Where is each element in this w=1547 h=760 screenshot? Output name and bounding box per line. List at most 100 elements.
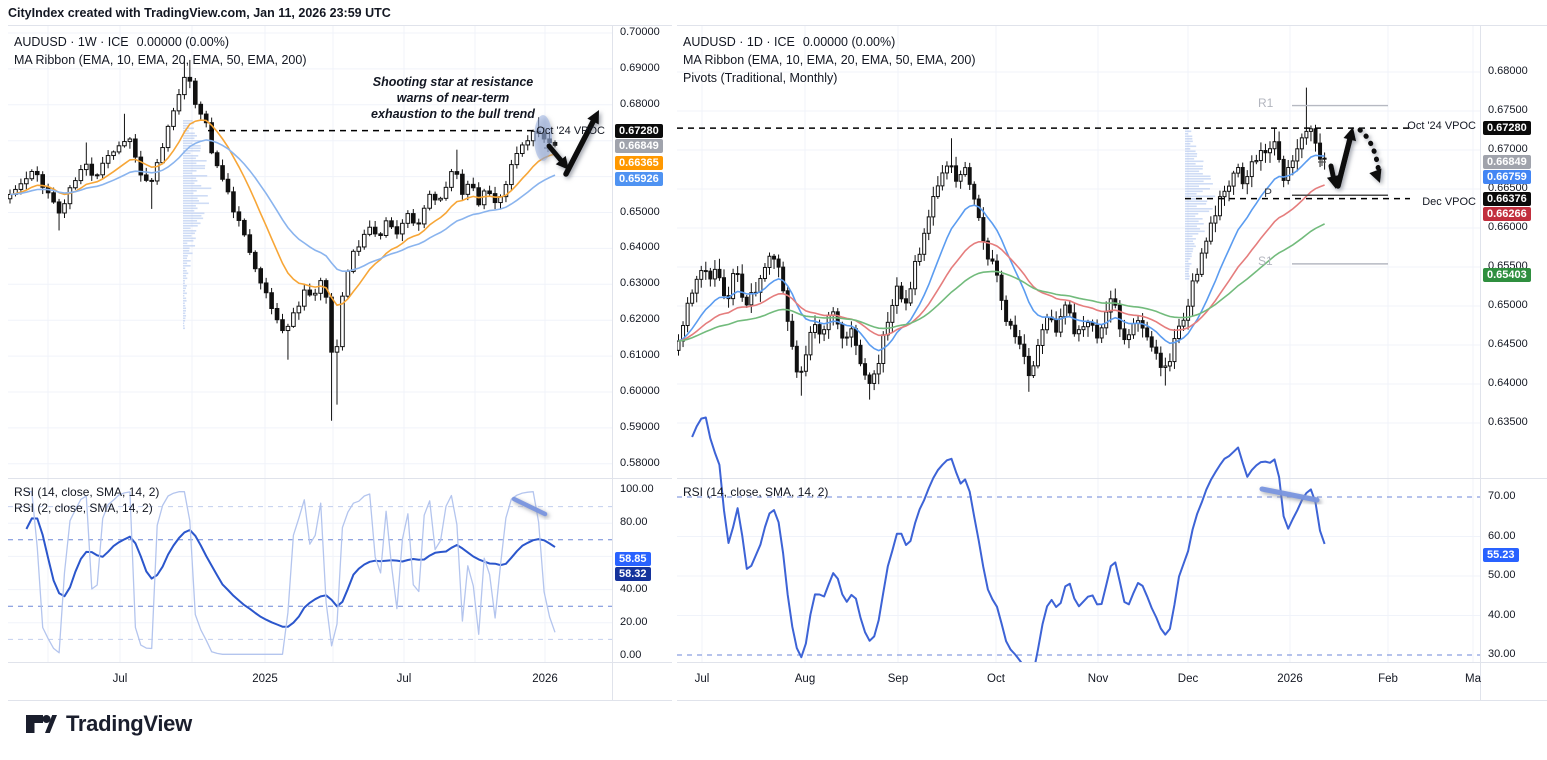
time-axis-label: Feb bbox=[1378, 673, 1398, 685]
weekly-chart-panel[interactable]: AUDUSD · 1W · ICE 0.00000 (0.00%) MA Ribb… bbox=[8, 25, 672, 701]
price-tick-label: 0.64500 bbox=[1488, 338, 1528, 350]
time-axis-label: Aug bbox=[794, 673, 816, 685]
ema-ribbon-lines bbox=[9, 119, 556, 307]
tradingview-logo-text: TradingView bbox=[66, 711, 192, 736]
quote-values: 0.00000 (0.00%) bbox=[802, 35, 896, 49]
weekly-rsi-legend[interactable]: RSI (14, close, SMA, 14, 2) RSI (2, clos… bbox=[14, 485, 160, 515]
rsi-trendline[interactable] bbox=[1259, 486, 1320, 503]
rsi-tick-label: 70.00 bbox=[1488, 490, 1516, 502]
pivot-r1-label: R1 bbox=[1258, 96, 1274, 110]
rsi-trendline[interactable] bbox=[511, 496, 548, 517]
price-label-chip: 0.66849 bbox=[1483, 154, 1531, 169]
time-axis-label: Ma bbox=[1465, 673, 1481, 685]
rsi-band-lines bbox=[677, 496, 1480, 656]
volume-profile bbox=[1185, 128, 1216, 280]
rsi-tick-label: 60.00 bbox=[1488, 529, 1516, 542]
symbol-label: AUDUSD · 1D · ICE bbox=[683, 35, 795, 49]
time-axis-label: Jul bbox=[396, 673, 412, 685]
oct24-vpoc-label[interactable]: Oct '24 VPOC bbox=[536, 125, 605, 137]
time-axis-label: Oct bbox=[987, 673, 1005, 685]
annotation-arrows[interactable] bbox=[1326, 127, 1382, 189]
time-axis-label: Jul bbox=[112, 673, 128, 685]
price-tick-label: 0.70000 bbox=[620, 26, 660, 38]
daily-chart-panel[interactable]: AUDUSD · 1D · ICE 0.00000 (0.00%) MA Ribb… bbox=[677, 25, 1547, 701]
price-tick-label: 0.62000 bbox=[620, 313, 660, 326]
daily-pivots-row[interactable]: Pivots (Traditional, Monthly) bbox=[683, 71, 838, 85]
last-price-cross bbox=[1318, 158, 1326, 166]
price-tick-label: 0.66000 bbox=[1488, 221, 1528, 233]
time-axis-label: 2025 bbox=[252, 673, 278, 685]
volume-profile bbox=[183, 120, 212, 330]
daily-symbol-row[interactable]: AUDUSD · 1D · ICE 0.00000 (0.00%) bbox=[683, 33, 975, 51]
rsi-lines bbox=[691, 416, 1326, 662]
price-tick-label: 0.67000 bbox=[1488, 143, 1528, 155]
price-tick-label: 0.69000 bbox=[620, 61, 660, 74]
price-label-chip: 0.66266 bbox=[1483, 206, 1531, 221]
rsi-tick-label: 0.00 bbox=[620, 649, 642, 661]
time-axis-label: 2026 bbox=[532, 673, 558, 685]
rsi-tick-label: 80.00 bbox=[620, 516, 648, 529]
daily-ma-ribbon-row[interactable]: MA Ribbon (EMA, 10, EMA, 20, EMA, 50, EM… bbox=[683, 53, 976, 67]
rsi-value-chip: 58.85 bbox=[615, 551, 651, 566]
daily-chart-canvas[interactable] bbox=[677, 25, 1547, 701]
price-label-chip: 0.67280 bbox=[1483, 121, 1531, 136]
price-tick-label: 0.63500 bbox=[1488, 416, 1528, 428]
shooting-star-annotation: Shooting star at resistance warns of nea… bbox=[371, 75, 535, 121]
pivot-lines bbox=[1292, 104, 1388, 265]
tradingview-logo-icon bbox=[26, 715, 57, 733]
candlesticks bbox=[8, 56, 558, 421]
candlesticks bbox=[677, 87, 1327, 400]
price-label-chip: 0.66849 bbox=[615, 139, 663, 154]
price-tick-label: 0.67500 bbox=[1488, 104, 1528, 116]
gridlines bbox=[677, 26, 1480, 662]
symbol-label: AUDUSD · 1W · ICE bbox=[14, 35, 129, 49]
page-title: CityIndex created with TradingView.com, … bbox=[8, 6, 391, 20]
time-axis-label: Nov bbox=[1087, 673, 1109, 685]
rsi-value-chip: 55.23 bbox=[1483, 548, 1519, 563]
price-label-chip: 0.66759 bbox=[1483, 169, 1531, 184]
rsi-tick-label: 40.00 bbox=[1488, 608, 1516, 621]
weekly-chart-canvas[interactable] bbox=[8, 25, 672, 701]
oct24-vpoc-label[interactable]: Oct '24 VPOC bbox=[1407, 120, 1476, 132]
rsi-tick-label: 30.00 bbox=[1488, 648, 1516, 660]
weekly-symbol-row[interactable]: AUDUSD · 1W · ICE 0.00000 (0.00%) bbox=[14, 33, 306, 51]
daily-legend[interactable]: AUDUSD · 1D · ICE 0.00000 (0.00%) MA Ribb… bbox=[683, 33, 975, 87]
daily-rsi-legend[interactable]: RSI (14, close, SMA, 14, 2) bbox=[683, 485, 829, 499]
rsi-tick-label: 20.00 bbox=[620, 615, 648, 628]
price-tick-label: 0.64000 bbox=[1488, 377, 1528, 389]
price-tick-label: 0.64000 bbox=[620, 241, 660, 254]
price-tick-label: 0.68000 bbox=[620, 97, 660, 110]
price-tick-label: 0.59000 bbox=[620, 420, 660, 433]
pivot-s1-label: S1 bbox=[1258, 254, 1273, 268]
gridlines bbox=[8, 26, 612, 662]
time-axis-label: Sep bbox=[887, 673, 909, 685]
time-axis-label: Jul bbox=[694, 673, 710, 685]
time-axis-label: Dec bbox=[1177, 673, 1199, 685]
panel-borders bbox=[8, 25, 672, 701]
price-tick-label: 0.60000 bbox=[620, 385, 660, 397]
annotation-arrows[interactable] bbox=[534, 110, 599, 177]
panel-borders bbox=[677, 25, 1547, 701]
price-label-chip: 0.67280 bbox=[615, 123, 663, 138]
rsi-tick-label: 100.00 bbox=[620, 483, 654, 495]
rsi-lines bbox=[25, 491, 556, 655]
price-label-chip: 0.66376 bbox=[1483, 191, 1531, 206]
dec-vpoc-label[interactable]: Dec VPOC bbox=[1422, 196, 1476, 208]
tradingview-logo[interactable]: TradingView bbox=[25, 710, 192, 738]
rsi-tick-label: 40.00 bbox=[620, 582, 648, 595]
rsi-band-lines bbox=[8, 506, 612, 640]
ema-ribbon-lines bbox=[678, 154, 1325, 352]
rsi-tick-label: 50.00 bbox=[1488, 569, 1516, 581]
time-axis-label: 2026 bbox=[1277, 673, 1303, 685]
price-label-chip: 0.65926 bbox=[615, 172, 663, 187]
price-tick-label: 0.61000 bbox=[620, 349, 660, 362]
price-label-chip: 0.66365 bbox=[615, 156, 663, 171]
weekly-legend[interactable]: AUDUSD · 1W · ICE 0.00000 (0.00%) MA Ribb… bbox=[14, 33, 306, 69]
price-label-chip: 0.65403 bbox=[1483, 267, 1531, 282]
price-tick-label: 0.68000 bbox=[1488, 65, 1528, 77]
price-tick-label: 0.66500 bbox=[1488, 182, 1528, 194]
weekly-ma-ribbon-row[interactable]: MA Ribbon (EMA, 10, EMA, 20, EMA, 50, EM… bbox=[14, 53, 307, 67]
vpoc-dashed-lines[interactable] bbox=[677, 127, 1410, 200]
price-tick-label: 0.63000 bbox=[620, 277, 660, 290]
